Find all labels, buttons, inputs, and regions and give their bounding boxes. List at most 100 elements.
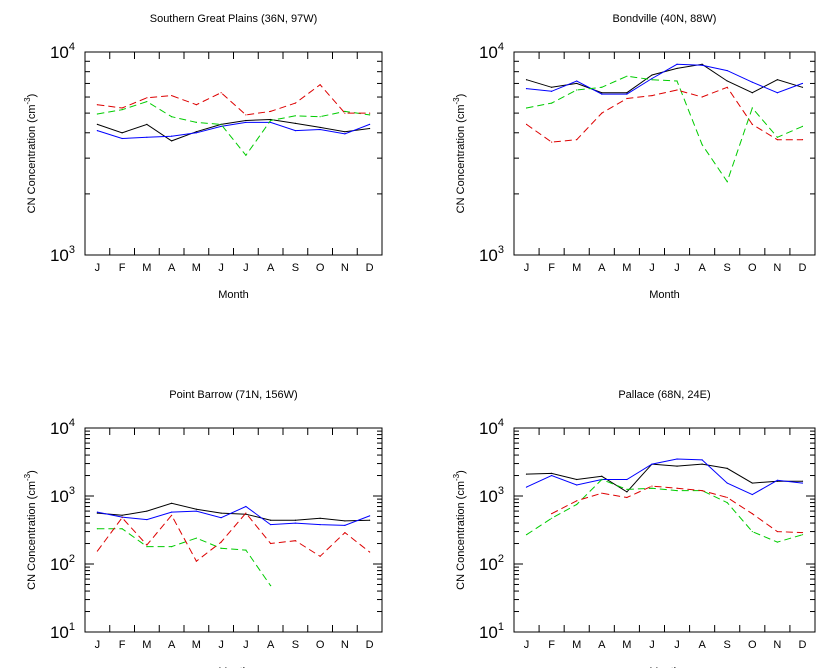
- data-point: [146, 97, 148, 99]
- data-point: [294, 522, 296, 524]
- y-tick-label: 103: [479, 485, 504, 506]
- data-point: [751, 107, 753, 109]
- x-tick-label: D: [366, 262, 374, 274]
- data-point: [220, 541, 222, 543]
- data-point: [294, 122, 296, 124]
- series-1: [525, 63, 804, 94]
- data-point: [319, 84, 321, 86]
- y-tick-base: 10: [50, 555, 69, 574]
- series-4: [551, 485, 804, 534]
- data-point: [676, 487, 678, 489]
- x-tick-label: S: [724, 639, 731, 651]
- x-tick-label: O: [748, 262, 757, 274]
- data-point: [726, 86, 728, 88]
- data-point: [96, 528, 98, 530]
- x-tick-label: M: [622, 639, 631, 651]
- x-tick-label: J: [218, 639, 224, 651]
- x-tick-label: J: [218, 262, 224, 274]
- y-tick-exponent: 2: [498, 553, 504, 565]
- data-point: [776, 79, 778, 81]
- data-point: [245, 512, 247, 514]
- y-tick-exponent: 3: [69, 485, 75, 497]
- data-point: [146, 518, 148, 521]
- series-4: [96, 84, 371, 116]
- series-line: [97, 502, 370, 522]
- x-tick-label: J: [524, 262, 530, 274]
- data-point: [601, 92, 603, 94]
- data-point: [319, 126, 321, 129]
- data-point: [701, 64, 703, 66]
- series-line: [526, 478, 803, 543]
- x-tick-label: D: [798, 262, 806, 274]
- y-tick-base: 10: [50, 419, 69, 438]
- y-tick-exponent: 3: [69, 244, 75, 256]
- data-point: [195, 132, 197, 134]
- y-tick-base: 10: [479, 555, 498, 574]
- x-tick-label: A: [698, 639, 706, 651]
- x-tick-label: F: [119, 639, 126, 651]
- data-point: [195, 537, 197, 539]
- series-3: [525, 478, 804, 543]
- data-point: [651, 463, 653, 465]
- x-tick-label: M: [192, 262, 201, 274]
- x-tick-label: J: [524, 639, 530, 651]
- y-tick-exponent: 1: [69, 621, 75, 633]
- data-point: [270, 110, 272, 112]
- data-point: [801, 534, 804, 536]
- plot-frame: [513, 427, 816, 633]
- data-point: [294, 519, 296, 521]
- x-tick-label: S: [292, 262, 299, 274]
- data-point: [270, 542, 272, 545]
- y-tick-base: 10: [479, 623, 498, 642]
- data-point: [96, 123, 98, 125]
- series-line: [97, 84, 370, 116]
- data-point: [171, 94, 173, 97]
- data-point: [344, 112, 346, 114]
- y-tick-label: 101: [50, 621, 75, 642]
- data-point: [776, 479, 778, 481]
- data-point: [171, 502, 173, 504]
- data-point: [146, 546, 148, 548]
- x-tick-label: F: [548, 262, 555, 274]
- y-tick-label: 104: [50, 417, 75, 438]
- data-point: [171, 140, 173, 142]
- y-tick-exponent: 3: [498, 244, 504, 256]
- chart-title: Point Barrow (71N, 156W): [169, 389, 297, 401]
- data-point: [270, 523, 272, 526]
- x-tick-label: M: [192, 639, 201, 651]
- data-point: [96, 550, 98, 552]
- data-point: [676, 465, 678, 467]
- data-point: [551, 102, 553, 104]
- data-point: [195, 121, 197, 123]
- y-tick-exponent: 4: [498, 41, 504, 53]
- plot-frame: [84, 427, 383, 633]
- data-point: [776, 530, 778, 533]
- data-point: [146, 123, 148, 125]
- data-point: [676, 89, 678, 91]
- y-tick-exponent: 4: [69, 417, 75, 429]
- data-point: [651, 77, 653, 80]
- series-line: [526, 75, 803, 183]
- y-axis-label: CN Concentration (cm-3): [452, 470, 467, 590]
- data-point: [171, 135, 173, 137]
- x-axis-label: Month: [218, 289, 249, 301]
- y-tick-base: 10: [479, 43, 498, 62]
- series-3: [96, 100, 371, 157]
- data-point: [751, 530, 753, 533]
- data-point: [344, 531, 346, 534]
- x-tick-label: O: [316, 262, 325, 274]
- x-tick-label: J: [243, 262, 249, 274]
- x-tick-label: N: [341, 639, 349, 651]
- data-point: [319, 555, 321, 557]
- x-tick-label: S: [292, 639, 299, 651]
- data-point: [245, 114, 247, 116]
- series-1: [96, 502, 371, 522]
- data-point: [369, 112, 371, 114]
- data-point: [220, 512, 222, 514]
- data-point: [369, 127, 371, 130]
- data-point: [576, 500, 578, 502]
- data-point: [601, 112, 603, 114]
- data-point: [96, 113, 98, 115]
- data-point: [121, 132, 123, 134]
